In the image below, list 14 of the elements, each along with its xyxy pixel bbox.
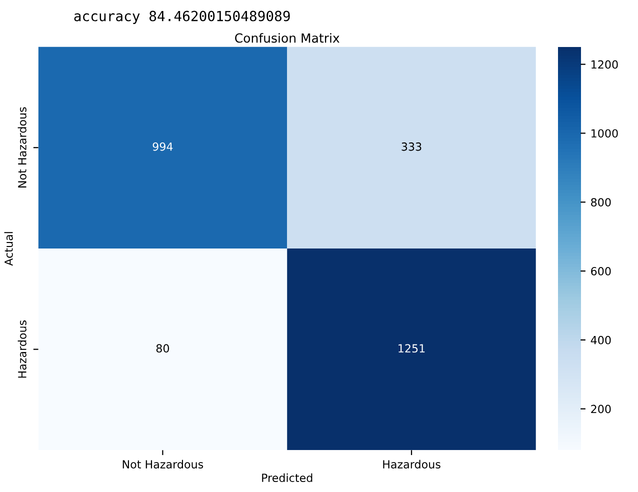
color-bar-label: 800 [591,198,611,206]
y-axis-title: Actual [4,232,13,266]
data-label: 80 [156,344,170,353]
color-bar-label: 1200 [592,60,618,69]
data-label: 333 [402,142,422,151]
color-bar-label: 200 [591,404,611,414]
chart-title: Confusion Matrix [235,33,340,43]
color-bar-label: 1000 [592,129,618,138]
data-label: 994 [152,142,173,151]
x-axis-title: Predicted [262,473,312,482]
text: accuracy 84.46200150489089 [74,10,290,24]
color-bar-label: 400 [590,336,611,344]
data-label: 1251 [398,344,425,353]
color-bar-label: 600 [591,267,611,276]
